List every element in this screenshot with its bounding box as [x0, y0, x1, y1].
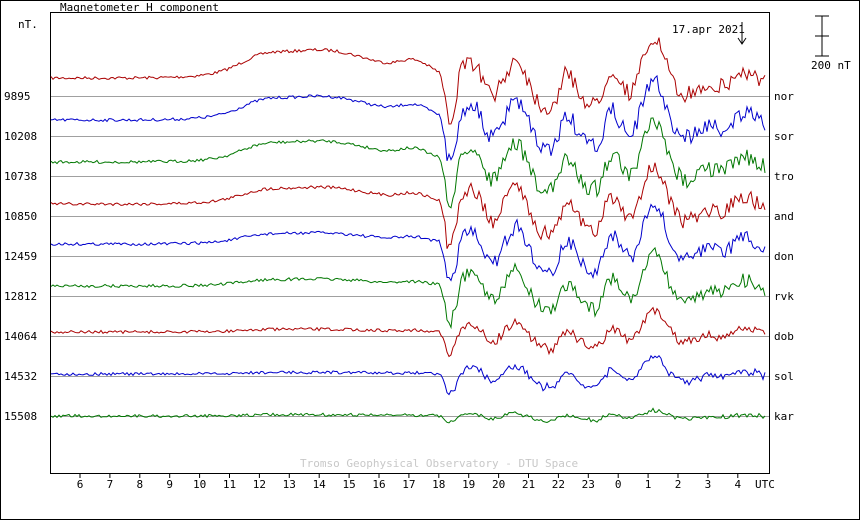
x-tick-label: 18: [432, 478, 445, 491]
baseline-value-label: 15508: [4, 410, 37, 423]
x-tick-label: 3: [705, 478, 712, 491]
baseline-value-label: 9895: [4, 90, 31, 103]
x-tick-label: 21: [522, 478, 535, 491]
trace-and: [50, 162, 766, 249]
x-tick-label: 9: [166, 478, 173, 491]
station-label: don: [774, 250, 794, 263]
station-label: sor: [774, 130, 794, 143]
x-tick-label: 8: [136, 478, 143, 491]
credit-text: Tromso Geophysical Observatory - DTU Spa…: [300, 457, 578, 470]
x-tick-label: 22: [552, 478, 565, 491]
x-unit-label: UTC: [755, 478, 775, 491]
baseline-value-label: 10208: [4, 130, 37, 143]
station-label: tro: [774, 170, 794, 183]
x-tick-label: 1: [645, 478, 652, 491]
scale-bar: [815, 15, 829, 57]
chart-title: Magnetometer H component: [60, 1, 219, 14]
baseline-value-label: 14532: [4, 370, 37, 383]
x-tick-label: 4: [734, 478, 741, 491]
x-tick-label: 7: [107, 478, 114, 491]
baseline-value-label: 12459: [4, 250, 37, 263]
date-arrow-icon: [737, 22, 747, 45]
x-tick-label: 17: [402, 478, 415, 491]
baseline-value-label: 12812: [4, 290, 37, 303]
station-label: dob: [774, 330, 794, 343]
date-label: 17.apr 2021: [672, 23, 745, 36]
baseline-value-label: 14064: [4, 330, 37, 343]
x-tick-label: 19: [462, 478, 475, 491]
trace-sol: [50, 354, 766, 396]
trace-nor: [50, 37, 766, 125]
x-tick-label: 15: [342, 478, 355, 491]
x-tick-label: 12: [253, 478, 266, 491]
trace-kar: [50, 407, 766, 424]
x-tick-label: 0: [615, 478, 622, 491]
station-label: sol: [774, 370, 794, 383]
plot-area: [50, 12, 770, 474]
x-tick-label: 10: [193, 478, 206, 491]
station-label: kar: [774, 410, 794, 423]
trace-tro: [50, 117, 766, 209]
trace-sor: [50, 74, 766, 161]
x-tick-label: 14: [313, 478, 327, 491]
trace-don: [50, 203, 766, 282]
station-label: rvk: [774, 290, 794, 303]
x-tick-label: 6: [77, 478, 84, 491]
station-label: nor: [774, 90, 794, 103]
trace-dob: [50, 306, 766, 358]
x-tick-label: 20: [492, 478, 505, 491]
y-unit-label: nT.: [18, 18, 38, 31]
x-tick-label: 16: [372, 478, 385, 491]
baseline-value-label: 10738: [4, 170, 37, 183]
baseline-value-label: 10850: [4, 210, 37, 223]
station-label: and: [774, 210, 794, 223]
x-tick-label: 13: [283, 478, 296, 491]
x-tick-label: 11: [223, 478, 236, 491]
trace-rvk: [50, 246, 766, 330]
scale-bar-label: 200 nT: [811, 59, 851, 72]
x-tick-label: 23: [582, 478, 595, 491]
x-tick-label: 2: [675, 478, 682, 491]
